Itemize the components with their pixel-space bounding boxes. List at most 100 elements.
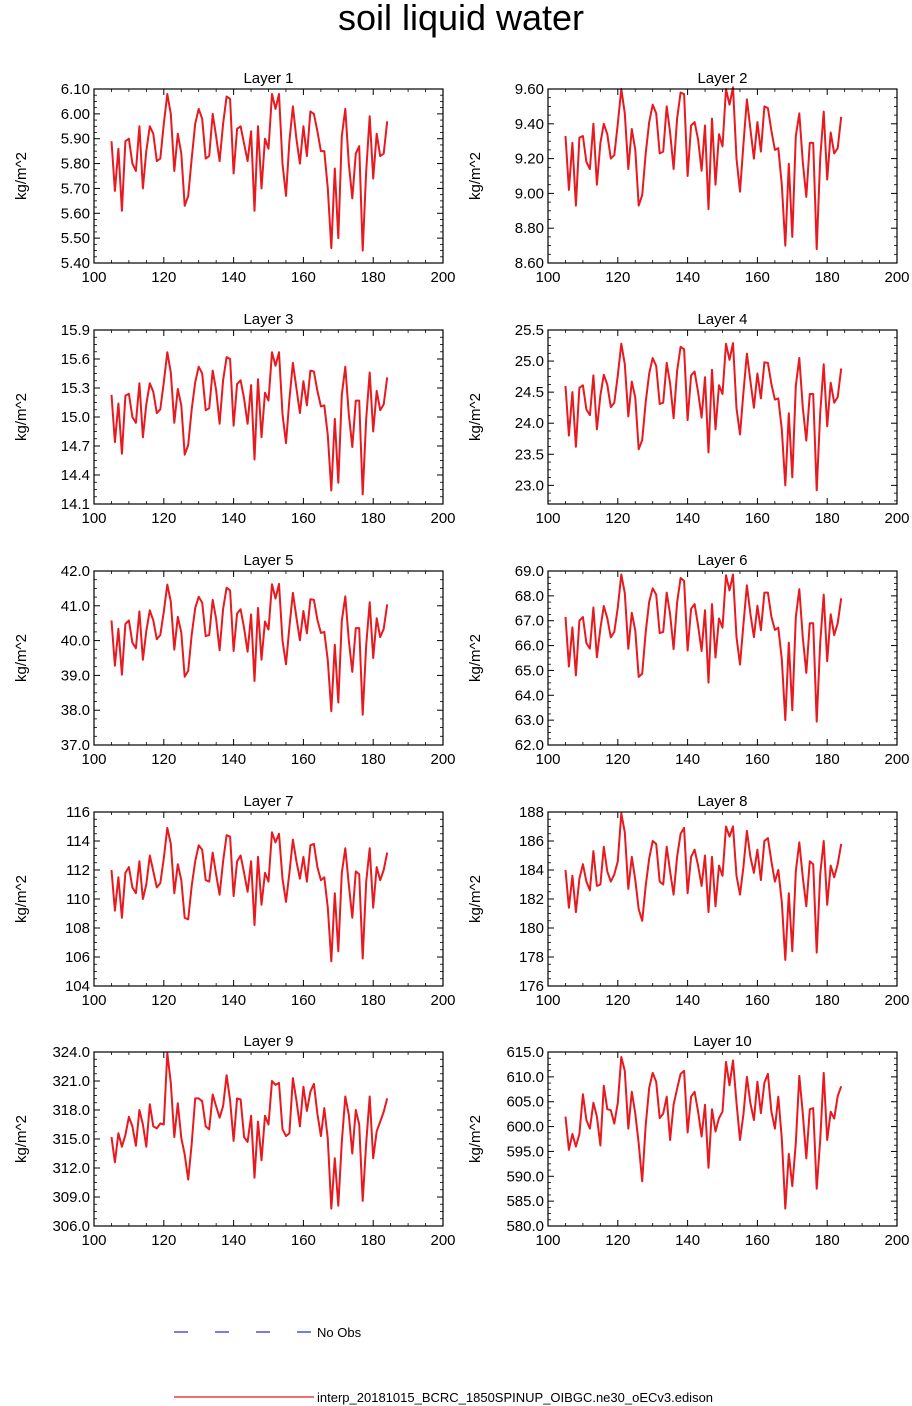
- x-tick-label: 200: [430, 1232, 455, 1249]
- x-tick-label: 120: [605, 1232, 630, 1249]
- series-line: [564, 573, 843, 723]
- x-tick-label: 140: [675, 269, 700, 286]
- y-axis-label: kg/m^2: [467, 634, 484, 682]
- y-tick-label: 178: [519, 949, 544, 966]
- y-axis-label: kg/m^2: [13, 875, 30, 923]
- x-tick-label: 120: [151, 510, 176, 527]
- y-tick-label: 15.0: [61, 409, 90, 426]
- y-tick-label: 6.10: [61, 81, 90, 98]
- series-line: [110, 582, 389, 716]
- y-tick-label: 112: [66, 862, 90, 879]
- y-tick-label: 312.0: [52, 1160, 90, 1177]
- y-tick-label: 324.0: [52, 1044, 90, 1061]
- y-tick-label: 5.70: [61, 180, 90, 197]
- y-tick-label: 15.6: [61, 351, 90, 368]
- y-tick-label: 9.20: [515, 151, 544, 168]
- panel-layer-6: Layer 6 kg/m^2 100 120 140 160 180 200 62.0 63.0 6…: [467, 552, 910, 768]
- panel-layer-2: Layer 2 kg/m^2 100 120 140 160 180 200 8.60 8.80 9…: [467, 70, 910, 286]
- panel-title: Layer 3: [243, 311, 293, 328]
- y-tick-label: 184: [519, 862, 544, 879]
- y-tick-label: 180: [519, 920, 544, 937]
- y-tick-label: 14.1: [61, 496, 90, 513]
- x-tick-label: 180: [815, 269, 840, 286]
- panel-title: Layer 8: [697, 793, 747, 810]
- y-tick-label: 25.5: [515, 322, 544, 339]
- x-tick-label: 180: [815, 751, 840, 768]
- x-tick-label: 180: [815, 1232, 840, 1249]
- series-line: [110, 1052, 389, 1210]
- panel-layer-3: Layer 3 kg/m^2 100 120 140 160 180 200 14.1 14.4 1…: [13, 311, 456, 527]
- y-tick-label: 25.0: [515, 353, 544, 370]
- x-tick-label: 180: [361, 1232, 386, 1249]
- x-tick-label: 160: [291, 269, 316, 286]
- x-tick-label: 200: [430, 992, 455, 1009]
- x-tick-label: 120: [151, 992, 176, 1009]
- y-tick-label: 24.0: [515, 415, 544, 432]
- x-tick-label: 160: [291, 510, 316, 527]
- y-tick-label: 315.0: [52, 1131, 90, 1148]
- series-line: [564, 1056, 843, 1210]
- panel-title: Layer 2: [697, 70, 747, 87]
- y-tick-label: 585.0: [506, 1193, 544, 1210]
- y-tick-label: 605.0: [506, 1094, 544, 1111]
- figure-title: soil liquid water: [338, 0, 584, 38]
- x-tick-label: 100: [81, 510, 106, 527]
- y-tick-label: 39.0: [61, 667, 90, 684]
- y-tick-label: 610.0: [506, 1069, 544, 1086]
- legend-label-no-obs: No Obs: [317, 1325, 362, 1340]
- x-tick-label: 140: [675, 1232, 700, 1249]
- x-tick-label: 100: [81, 269, 106, 286]
- y-tick-label: 318.0: [52, 1102, 90, 1119]
- y-tick-label: 188: [519, 804, 544, 821]
- x-tick-label: 180: [361, 992, 386, 1009]
- y-tick-label: 40.0: [61, 633, 90, 650]
- x-tick-label: 160: [745, 751, 770, 768]
- plot-frame: [547, 1051, 898, 1227]
- x-tick-label: 200: [430, 510, 455, 527]
- y-tick-label: 110: [66, 891, 90, 908]
- plot-frame: [93, 88, 444, 264]
- y-tick-label: 5.40: [61, 255, 90, 272]
- y-tick-label: 67.0: [515, 613, 544, 630]
- y-axis-label: kg/m^2: [467, 152, 484, 200]
- panel-title: Layer 5: [243, 552, 293, 569]
- y-tick-label: 116: [66, 804, 90, 821]
- panel-title: Layer 1: [243, 70, 293, 87]
- panel-title: Layer 7: [243, 793, 293, 810]
- y-tick-label: 8.60: [515, 255, 544, 272]
- y-tick-label: 106: [65, 949, 90, 966]
- panel-layer-7: Layer 7 kg/m^2 100 120 140 160 180 200 104 106 108…: [13, 793, 456, 1009]
- y-tick-label: 114: [66, 833, 90, 850]
- y-tick-label: 23.5: [515, 446, 544, 463]
- y-tick-label: 9.40: [515, 116, 544, 133]
- x-tick-label: 120: [151, 1232, 176, 1249]
- series-line: [564, 812, 843, 961]
- y-axis-label: kg/m^2: [13, 634, 30, 682]
- plot-frame: [93, 570, 444, 746]
- x-tick-label: 180: [815, 510, 840, 527]
- x-tick-label: 160: [291, 992, 316, 1009]
- y-tick-label: 580.0: [506, 1218, 544, 1235]
- y-tick-label: 590.0: [506, 1168, 544, 1185]
- plot-frame: [547, 811, 898, 987]
- x-tick-label: 100: [535, 269, 560, 286]
- plot-frame: [547, 88, 898, 264]
- panel-layer-9: Layer 9 kg/m^2 100 120 140 160 180 200 306.0 309.…: [13, 1033, 456, 1249]
- x-tick-label: 160: [745, 510, 770, 527]
- y-tick-label: 65.0: [515, 662, 544, 679]
- plot-frame: [93, 1051, 444, 1227]
- x-tick-label: 140: [675, 751, 700, 768]
- y-tick-label: 9.00: [515, 185, 544, 202]
- x-tick-label: 200: [884, 751, 909, 768]
- panels: Layer 1 kg/m^2 100 120 140 160 180 200 5.40 5.50 5…: [13, 70, 910, 1249]
- x-tick-label: 120: [151, 751, 176, 768]
- x-tick-label: 140: [221, 510, 246, 527]
- x-tick-label: 200: [884, 1232, 909, 1249]
- panel-title: Layer 10: [693, 1033, 751, 1050]
- legend-label-model: interp_20181015_BCRC_1850SPINUP_OIBGC.ne…: [317, 1390, 713, 1405]
- x-tick-label: 100: [81, 992, 106, 1009]
- y-tick-label: 595.0: [506, 1143, 544, 1160]
- x-tick-label: 160: [745, 992, 770, 1009]
- x-tick-label: 100: [81, 751, 106, 768]
- x-tick-label: 100: [535, 510, 560, 527]
